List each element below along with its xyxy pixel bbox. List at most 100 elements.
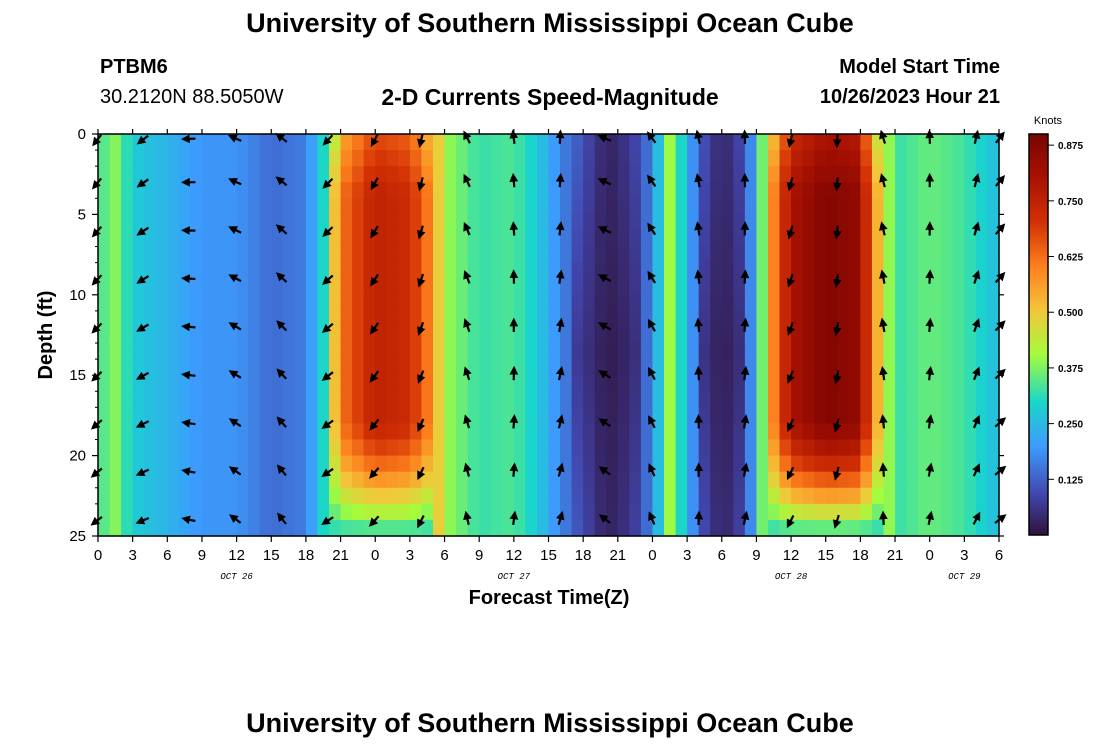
heat-cell	[317, 471, 330, 489]
heat-cell	[525, 439, 538, 457]
heat-cell	[144, 246, 157, 264]
heat-cell	[178, 423, 192, 441]
heat-cell	[386, 198, 399, 215]
heat-cell	[502, 359, 515, 376]
heat-cell	[571, 182, 584, 199]
heat-cell	[121, 423, 134, 441]
heat-cell	[848, 423, 861, 441]
heat-cell	[583, 407, 596, 425]
heat-cell	[340, 375, 353, 392]
heat-cell	[756, 182, 769, 199]
heat-cell	[340, 487, 353, 505]
current-arrow	[786, 514, 795, 529]
heat-cell	[271, 150, 284, 167]
heat-cell	[802, 246, 815, 264]
heat-cell	[848, 455, 861, 473]
heat-cell	[236, 310, 249, 328]
heat-cell	[941, 487, 954, 505]
heat-cell	[121, 310, 134, 328]
heat-cell	[733, 198, 746, 215]
heat-cell	[617, 278, 630, 296]
heat-cell	[560, 487, 573, 505]
heat-cell	[144, 198, 157, 215]
heat-cell	[802, 278, 815, 296]
heat-cell	[490, 134, 503, 151]
heat-cell	[583, 375, 596, 392]
heat-cell	[802, 310, 815, 328]
heat-cell	[236, 455, 249, 473]
heat-cell	[710, 423, 723, 441]
heat-cell	[860, 262, 873, 280]
heat-cell	[444, 439, 457, 457]
heat-cell	[225, 519, 238, 537]
heat-cell	[352, 326, 365, 344]
heat-cell	[201, 182, 215, 199]
colorbar-units: Knots	[1034, 115, 1063, 127]
heat-cell	[536, 134, 550, 151]
heat-cell	[652, 262, 665, 280]
current-arrow	[646, 131, 657, 144]
heat-cell	[560, 150, 573, 167]
heat-cell	[606, 503, 619, 521]
heat-cell	[918, 375, 931, 392]
heat-cell	[918, 439, 931, 457]
heat-cell	[767, 519, 781, 537]
heat-cell	[386, 471, 399, 489]
heat-cell	[837, 407, 850, 425]
heat-cell	[109, 214, 122, 232]
heat-cell	[698, 262, 711, 280]
heat-cell	[386, 359, 399, 376]
current-arrow	[228, 418, 242, 428]
heat-cell	[513, 246, 526, 264]
heat-cell	[121, 487, 134, 505]
heat-cell	[329, 455, 342, 473]
heat-cell	[502, 407, 515, 425]
heat-cell	[895, 182, 908, 199]
heat-cell	[629, 230, 642, 248]
heat-cell	[456, 246, 469, 264]
heat-cell	[340, 166, 353, 183]
heat-cell	[167, 471, 180, 489]
heat-cell	[664, 150, 677, 167]
heat-cell	[652, 519, 665, 537]
heat-cell	[259, 487, 272, 505]
heat-cell	[225, 294, 238, 312]
heat-cell	[952, 214, 965, 232]
current-arrow	[136, 134, 149, 145]
heat-cell	[975, 487, 989, 505]
date-label: OCT 28	[775, 572, 808, 582]
heat-cell	[721, 294, 734, 312]
heat-cell	[513, 214, 526, 232]
heat-cell	[929, 439, 942, 457]
heat-cell	[490, 150, 503, 167]
heat-cell	[918, 150, 931, 167]
heat-cell	[513, 343, 526, 360]
current-arrow	[463, 366, 472, 381]
heat-cell	[121, 230, 134, 248]
heat-cell	[536, 166, 550, 183]
heat-cell	[305, 519, 319, 537]
heat-cell	[294, 519, 307, 537]
heat-cell	[329, 519, 342, 537]
current-arrow	[555, 317, 565, 333]
heat-cell	[409, 391, 423, 408]
current-arrow	[597, 134, 612, 143]
heat-cell	[548, 150, 561, 167]
heat-cell	[479, 230, 492, 248]
heat-cell	[987, 359, 1000, 376]
heat-cell	[629, 246, 642, 264]
heat-cell	[259, 182, 272, 199]
heat-cell	[675, 503, 688, 521]
x-tick-label: 0	[371, 547, 379, 564]
current-arrow	[598, 418, 612, 428]
heat-cell	[571, 359, 584, 376]
heat-cell	[432, 166, 446, 183]
heat-cell	[837, 294, 850, 312]
current-arrow	[648, 511, 657, 525]
heat-cell	[109, 182, 122, 199]
heat-cell	[352, 519, 365, 537]
heat-cell	[421, 326, 434, 344]
colorbar-tick-label: 0.250	[1058, 420, 1083, 431]
heat-cell	[363, 262, 376, 280]
current-arrow	[879, 317, 888, 333]
